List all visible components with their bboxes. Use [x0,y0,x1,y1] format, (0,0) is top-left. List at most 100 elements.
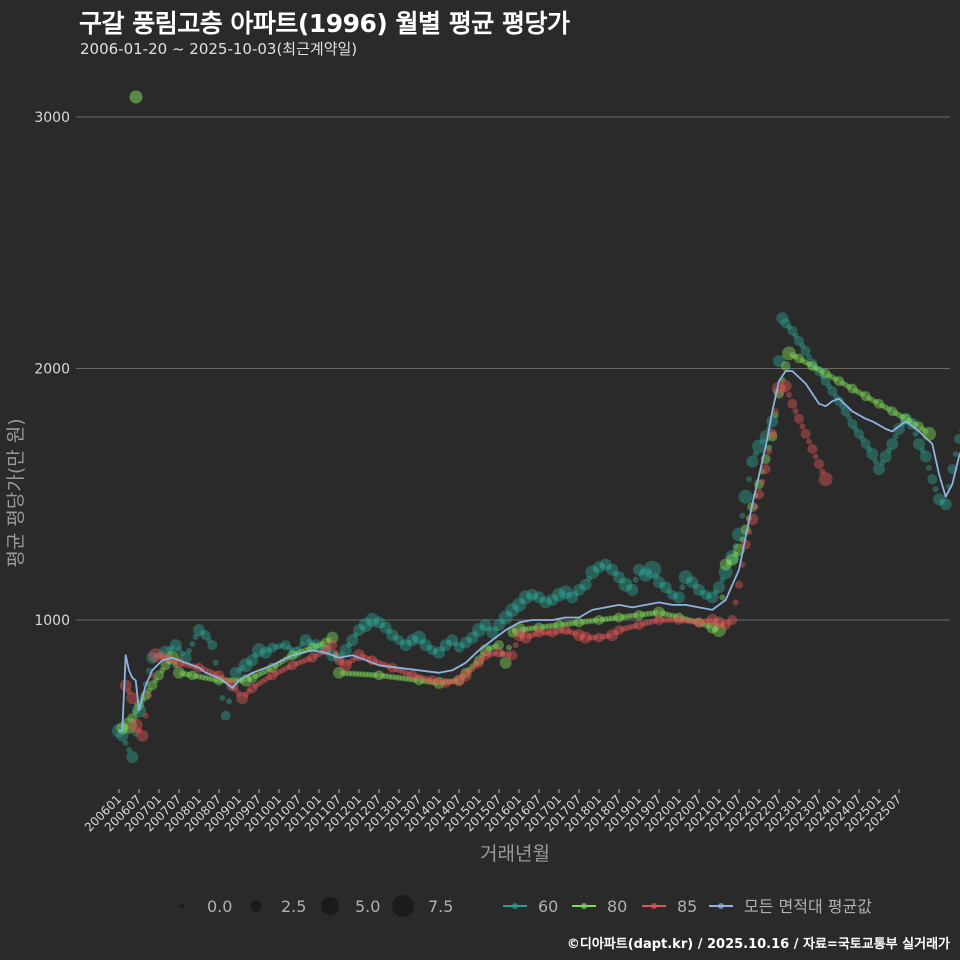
interp-point [806,354,812,361]
data-point [800,345,811,356]
interp-point [452,677,459,684]
data-point [767,428,778,439]
interp-point [732,551,739,558]
interp-point [156,653,162,660]
interp-point [689,617,696,624]
interp-point [682,616,689,623]
data-point [719,558,732,571]
interp-point [679,617,686,624]
interp-point [666,588,672,595]
interp-point [772,408,779,415]
interp-point [259,669,266,676]
interp-point [259,678,266,685]
interp-point [626,584,632,591]
data-point [160,660,171,671]
interp-point [626,613,632,620]
interp-point [399,668,406,675]
data-point [494,647,504,658]
interp-point [852,387,859,394]
data-point [146,651,159,664]
interp-point [419,677,426,684]
interp-point [429,679,436,686]
interp-point [246,659,252,666]
interp-point [606,632,612,639]
interp-point [266,647,272,654]
data-point [518,590,533,605]
interp-point [122,739,129,746]
data-point [807,360,818,371]
size-legend-circle [392,895,414,917]
interp-point [646,610,652,617]
interp-point [472,630,479,637]
interp-point [846,383,852,390]
interp-point [419,674,426,681]
interp-point [306,655,312,662]
interp-point [842,381,849,388]
interp-point [926,464,932,471]
interp-point [339,650,346,657]
gridlines [76,116,950,621]
interp-point [166,647,172,654]
data-point [633,563,645,576]
data-point [700,589,711,600]
interp-point [599,562,606,569]
interp-point [719,576,726,583]
data-point [519,631,532,644]
interp-point [212,676,219,683]
interp-point [619,614,626,621]
interp-point [122,723,129,730]
data-point [800,428,811,439]
data-point [407,670,418,681]
data-point [346,634,359,647]
interp-point [819,468,826,475]
data-point [594,615,604,625]
interp-point [286,644,292,651]
data-point [339,644,352,657]
data-point [760,464,771,475]
interp-point [896,412,902,419]
interp-point [612,614,619,621]
interp-point [599,616,606,623]
interp-point [402,675,409,682]
interp-point [572,619,579,626]
interp-point [159,653,166,660]
interp-point [586,575,592,582]
data-point [512,597,526,612]
interp-point [502,650,509,657]
data-point [546,593,559,606]
chart-title: 구갈 풍림고층 아파트(1996) 월별 평균 평당가 [79,9,570,38]
interp-point [379,622,386,629]
interp-point [426,676,432,683]
interp-point [166,658,172,665]
data-point [158,645,173,660]
data-point [767,431,778,442]
interp-point [919,425,926,432]
interp-point [686,576,692,583]
data-point [818,472,833,487]
interp-point [619,626,626,633]
data-point [534,622,544,633]
data-point [207,640,218,651]
data-point [427,645,438,656]
interp-point [309,640,316,647]
interp-point [186,671,192,678]
data-point [358,618,373,633]
interp-point [706,623,712,630]
interp-point [912,421,919,428]
interp-point [856,389,862,396]
interp-point [342,670,349,677]
data-point [474,655,484,666]
size-legend-circle [250,900,262,912]
interp-point [606,564,612,571]
interp-point [652,617,659,624]
data-point [718,565,733,580]
interp-point [679,615,686,622]
interp-point [232,686,239,693]
data-point [886,437,899,450]
interp-point [252,673,259,680]
interp-point [559,621,566,628]
data-point [807,358,818,369]
data-point [116,729,129,742]
interp-point [522,626,529,633]
interp-point [446,639,452,646]
